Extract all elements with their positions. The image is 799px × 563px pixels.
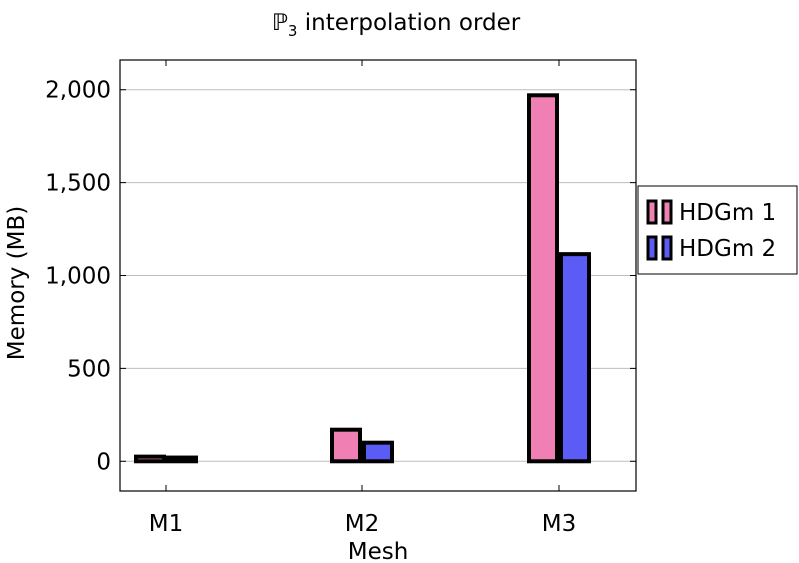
axis-ticks: 0 500 1,000 1,500 2,000 M1 M2 M3 bbox=[45, 60, 636, 537]
title-symbol: ℙ bbox=[272, 10, 288, 36]
bar-hdgm-2-m1 bbox=[166, 455, 198, 464]
legend-swatch bbox=[661, 235, 673, 261]
x-tick-label: M3 bbox=[542, 511, 576, 537]
y-tick-label: 500 bbox=[67, 356, 111, 382]
bar-hdgm-1-m2 bbox=[330, 427, 362, 464]
bar-hdgm-1-m1 bbox=[134, 454, 166, 464]
bar-hdgm-2-m3 bbox=[559, 252, 591, 464]
legend-label: HDGm 1 bbox=[679, 200, 776, 226]
title-rest: interpolation order bbox=[297, 10, 520, 36]
y-axis-label: Memory (MB) bbox=[4, 206, 30, 360]
bar-hdgm-2-m2 bbox=[362, 440, 394, 464]
title-subscript: 3 bbox=[288, 22, 298, 40]
legend-swatch bbox=[646, 235, 658, 261]
y-tick-label: 1,500 bbox=[45, 171, 111, 197]
y-tick-label: 1,000 bbox=[45, 264, 111, 290]
legend-swatch bbox=[661, 199, 673, 225]
y-tick-label: 0 bbox=[96, 449, 111, 475]
x-tick-label: M1 bbox=[149, 511, 183, 537]
legend-label: HDGm 2 bbox=[679, 236, 776, 262]
legend-swatch bbox=[646, 199, 658, 225]
chart-title: ℙ3 interpolation order bbox=[272, 10, 521, 40]
legend: HDGm 1 HDGm 2 bbox=[637, 185, 798, 275]
x-axis-label: Mesh bbox=[348, 539, 409, 563]
bar-hdgm-1-m3 bbox=[527, 93, 559, 464]
bars bbox=[134, 93, 591, 464]
y-tick-label: 2,000 bbox=[45, 78, 111, 104]
x-tick-label: M2 bbox=[345, 511, 379, 537]
